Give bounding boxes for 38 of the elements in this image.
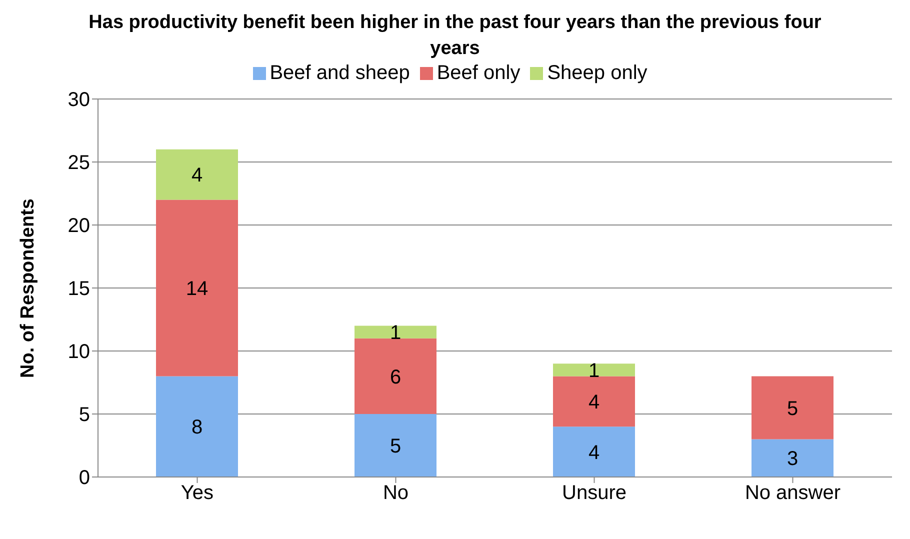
bar: [354, 338, 436, 414]
y-tick-label: 10: [68, 341, 90, 364]
data-label: 4: [588, 392, 600, 414]
bar: [156, 149, 238, 200]
data-label: 5: [786, 398, 798, 420]
y-tick-label: 25: [68, 152, 90, 174]
data-label: 1: [588, 360, 600, 382]
bar: [553, 364, 635, 376]
y-tick-label: 5: [78, 404, 90, 426]
data-label: 3: [786, 448, 798, 470]
data-label: 6: [390, 366, 402, 388]
x-tick-label: No answer: [744, 482, 841, 504]
legend-label: Beef only: [436, 62, 520, 84]
y-tick-label: 0: [78, 467, 90, 490]
data-label: 1: [390, 322, 402, 344]
bar: [156, 200, 238, 376]
bar: [156, 376, 238, 477]
legend-label: Beef and sheep: [270, 62, 410, 84]
legend-label: Sheep only: [547, 62, 648, 84]
bar: [354, 414, 436, 477]
data-label: 4: [191, 164, 203, 187]
bar: [752, 376, 834, 440]
y-tick-label: 20: [68, 215, 90, 238]
bar: [553, 426, 635, 477]
data-label: 8: [191, 416, 203, 439]
x-tick-label: Unsure: [562, 482, 626, 504]
bar: [752, 439, 834, 477]
y-axis-title: No. of Respondents: [18, 198, 39, 378]
bar: [553, 376, 635, 427]
y-tick-label: 30: [68, 89, 90, 112]
chart-title: Has productivity benefit been higher in the past four years than the previous four years: [88, 11, 822, 61]
x-tick-label: No: [382, 482, 409, 504]
x-tick-label: Yes: [180, 482, 214, 504]
data-label: 5: [390, 436, 402, 458]
bar: [354, 326, 436, 338]
data-label: 14: [186, 278, 208, 300]
data-label: 4: [588, 442, 600, 464]
y-tick-label: 15: [68, 278, 90, 300]
